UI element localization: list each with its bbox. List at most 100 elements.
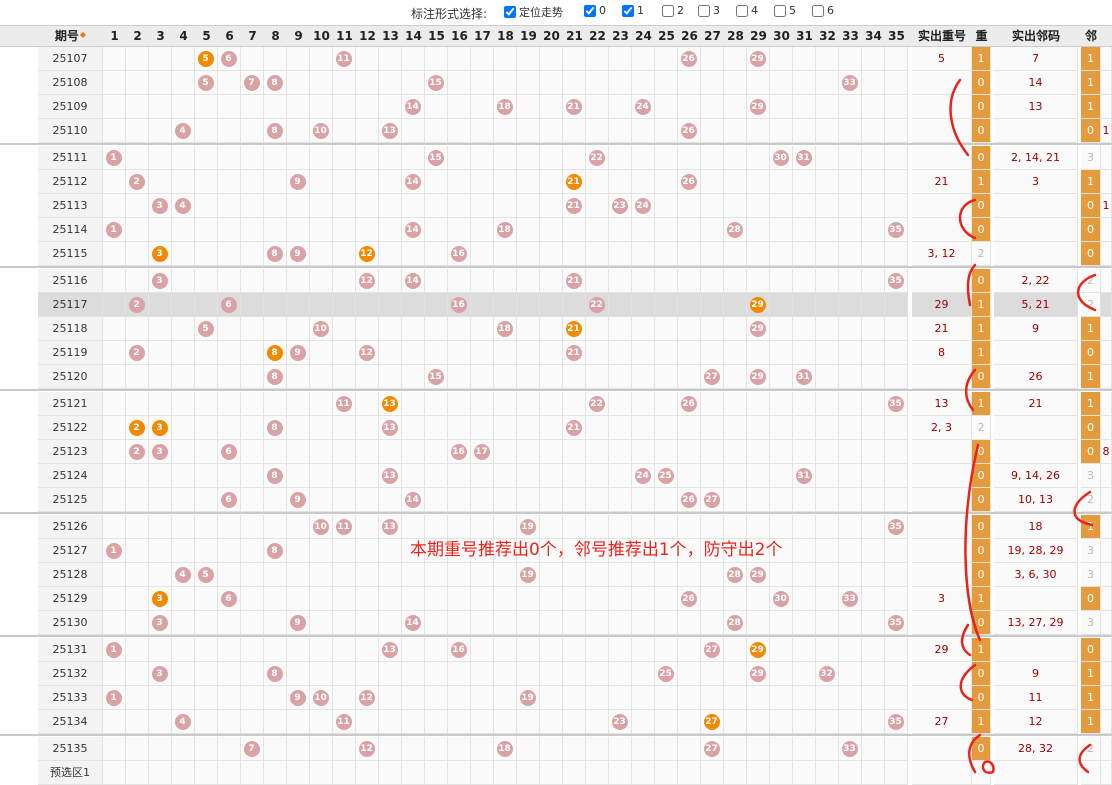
number-cell <box>425 662 448 686</box>
filter-option-0[interactable]: 定位走势 <box>504 4 563 20</box>
zhong-marker: 1 <box>972 341 991 365</box>
number-cell <box>839 464 862 488</box>
filter-checkbox-1[interactable] <box>584 4 596 17</box>
number-cell <box>701 293 724 317</box>
extra-value <box>1101 611 1112 635</box>
number-col-header: 26 <box>681 29 698 43</box>
number-cell <box>724 71 747 95</box>
table-row[interactable]: 25120 8 15 27 29 31 0 26 1 <box>0 365 1112 389</box>
table-row[interactable]: 25115 3 8 9 12 16 3, 12 2 0 <box>0 242 1112 266</box>
number-cell <box>517 416 540 440</box>
number-cell <box>540 416 563 440</box>
table-row[interactable]: 25128 4 5 19 28 29 0 3, 6, 30 3 <box>0 563 1112 587</box>
lin-marker: 1 <box>1081 317 1101 341</box>
zhong-marker: 1 <box>972 317 991 341</box>
table-row[interactable]: 25133 1 9 10 12 19 0 11 1 <box>0 686 1112 710</box>
number-cell <box>885 95 908 119</box>
number-cell <box>793 539 816 563</box>
table-row[interactable]: 25108 5 7 8 15 33 0 14 1 <box>0 71 1112 95</box>
number-cell <box>402 242 425 266</box>
number-cell: 29 <box>747 293 770 317</box>
number-cell <box>862 341 885 365</box>
table-row[interactable]: 25121 11 13 22 26 35 13 1 21 1 <box>0 392 1112 416</box>
number-cell <box>540 464 563 488</box>
table-row[interactable]: 25131 1 13 16 27 29 29 1 0 <box>0 638 1112 662</box>
filter-option-6[interactable]: 5 <box>774 4 796 17</box>
filter-option-7[interactable]: 6 <box>812 4 834 17</box>
table-row[interactable]: 25117 2 6 16 22 29 29 1 5, 21 2 <box>0 293 1112 317</box>
filter-checkbox-6[interactable] <box>774 4 786 17</box>
table-row[interactable]: 25119 2 8 9 12 21 8 1 0 <box>0 341 1112 365</box>
number-cell <box>494 47 517 71</box>
number-cell <box>218 242 241 266</box>
number-cell <box>701 317 724 341</box>
table-row[interactable]: 25118 5 10 18 21 29 21 1 9 1 <box>0 317 1112 341</box>
number-cell <box>862 95 885 119</box>
filter-checkbox-2[interactable] <box>622 4 634 17</box>
sort-icon[interactable]: ◆ <box>79 30 87 39</box>
table-row[interactable]: 25124 8 13 24 25 31 0 9, 14, 26 3 <box>0 464 1112 488</box>
number-cell <box>402 119 425 143</box>
table-row[interactable]: 25134 4 11 23 27 35 27 1 12 1 <box>0 710 1112 734</box>
number-cell <box>287 365 310 389</box>
number-cell <box>471 194 494 218</box>
table-row[interactable]: 预选区1 <box>0 761 1112 785</box>
number-cell <box>540 194 563 218</box>
table-row[interactable]: 25110 4 8 10 13 26 0 0 1 <box>0 119 1112 143</box>
number-cell <box>816 638 839 662</box>
number-cell <box>241 638 264 662</box>
filter-option-2[interactable]: 1 <box>622 4 644 17</box>
number-cell: 12 <box>356 737 379 761</box>
table-row[interactable]: 25127 1 8 0 19, 28, 29 3 <box>0 539 1112 563</box>
number-cell <box>701 440 724 464</box>
number-cell <box>287 440 310 464</box>
number-cell <box>195 761 218 785</box>
table-row[interactable]: 25135 7 12 18 27 33 0 28, 32 2 <box>0 737 1112 761</box>
filter-checkbox-5[interactable] <box>736 4 748 17</box>
drawn-ball: 29 <box>749 567 766 583</box>
filter-checkbox-7[interactable] <box>812 4 824 17</box>
number-cell <box>839 539 862 563</box>
table-row[interactable]: 25109 14 18 21 24 29 0 13 1 <box>0 95 1112 119</box>
table-row[interactable]: 25107 5 6 11 26 29 5 1 7 1 <box>0 47 1112 71</box>
drawn-ball: 11 <box>335 714 352 730</box>
number-cell <box>563 119 586 143</box>
table-row[interactable]: 25132 3 8 25 29 32 0 9 1 <box>0 662 1112 686</box>
number-cell: 35 <box>885 710 908 734</box>
table-row[interactable]: 25126 10 11 13 19 35 0 18 1 <box>0 515 1112 539</box>
filter-checkbox-4[interactable] <box>698 4 710 17</box>
table-row[interactable]: 25123 2 3 6 16 17 0 0 8 <box>0 440 1112 464</box>
number-cell <box>172 146 195 170</box>
number-cell <box>126 47 149 71</box>
number-cell <box>839 761 862 785</box>
number-cell <box>862 269 885 293</box>
number-col-header: 12 <box>359 29 376 43</box>
table-row[interactable]: 25129 3 6 26 30 33 3 1 0 <box>0 587 1112 611</box>
number-cell <box>379 146 402 170</box>
table-row[interactable]: 25130 3 9 14 28 35 0 13, 27, 29 3 <box>0 611 1112 635</box>
filter-checkbox-0[interactable] <box>504 6 516 18</box>
table-row[interactable]: 25111 1 15 22 30 31 0 2, 14, 21 3 <box>0 146 1112 170</box>
filter-option-3[interactable]: 2 <box>662 4 684 17</box>
number-cell <box>241 440 264 464</box>
number-cell <box>517 47 540 71</box>
filter-option-1[interactable]: 0 <box>584 4 606 17</box>
number-cell <box>103 563 126 587</box>
table-row[interactable]: 25113 3 4 21 23 24 0 0 1 <box>0 194 1112 218</box>
table-row[interactable]: 25116 3 12 14 21 35 0 2, 22 2 <box>0 269 1112 293</box>
number-cell: 16 <box>448 440 471 464</box>
filter-option-5[interactable]: 4 <box>736 4 758 17</box>
period-header[interactable]: 期号◆ <box>54 29 87 43</box>
table-row[interactable]: 25125 6 9 14 26 27 0 10, 13 2 <box>0 488 1112 512</box>
table-row[interactable]: 25112 2 9 14 21 26 21 1 3 1 <box>0 170 1112 194</box>
extra-value <box>1101 662 1112 686</box>
filter-checkbox-3[interactable] <box>662 4 674 17</box>
filter-option-4[interactable]: 3 <box>698 4 720 17</box>
drawn-ball: 10 <box>312 690 329 706</box>
number-cell: 31 <box>793 464 816 488</box>
table-row[interactable]: 25114 1 14 18 28 35 0 0 <box>0 218 1112 242</box>
number-cell <box>333 638 356 662</box>
neighbor-value: 26 <box>994 365 1078 389</box>
number-cell <box>287 392 310 416</box>
